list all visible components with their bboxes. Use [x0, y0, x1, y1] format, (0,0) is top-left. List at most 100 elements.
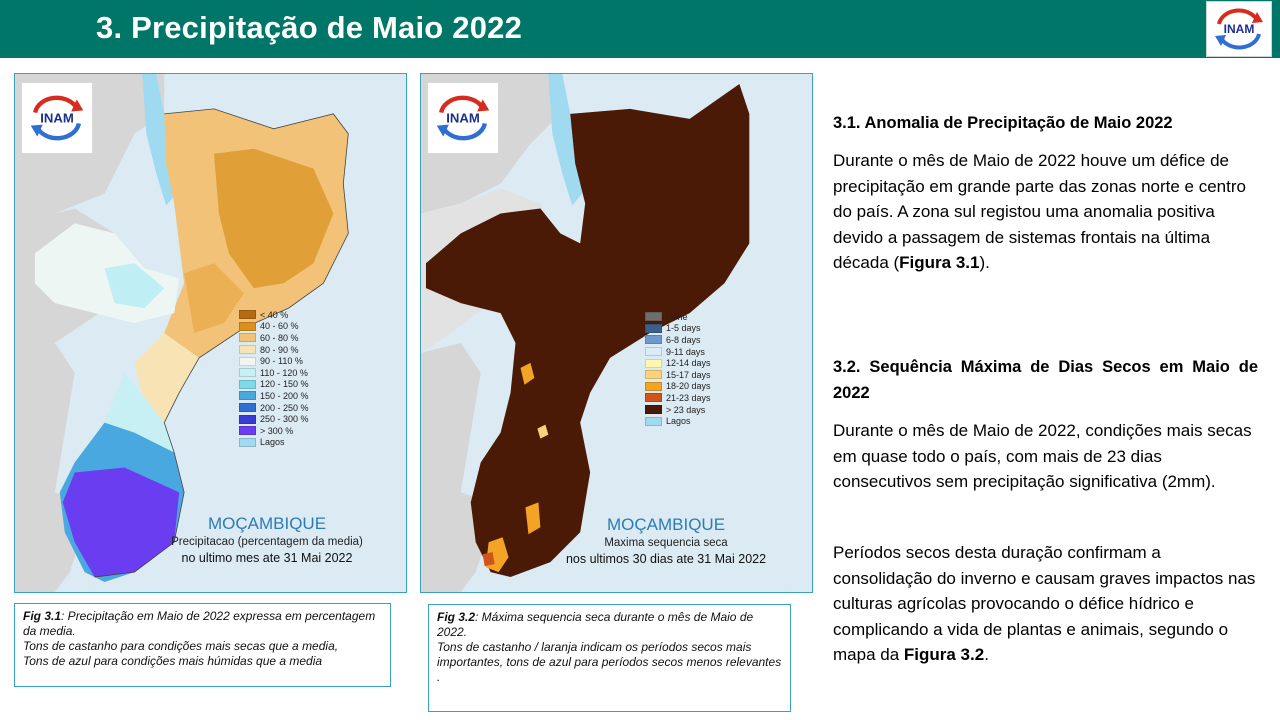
- caption-text: Tons de castanho para condições mais sec…: [23, 639, 339, 653]
- legend-label: 60 - 80 %: [260, 332, 299, 343]
- figure-reference: Figura 3.2: [903, 645, 985, 664]
- legend-swatch: [239, 321, 256, 331]
- paragraph-text: Durante o mês de Maio de 2022 houve um d…: [833, 151, 1246, 272]
- paragraph-text: ).: [979, 253, 990, 272]
- legend-item: 80 - 90 %: [239, 344, 309, 356]
- legend-swatch: [239, 403, 256, 413]
- legend-swatch: [239, 426, 256, 436]
- legend-label: < 40 %: [260, 309, 289, 320]
- map-period: nos ultimos 30 dias ate 31 Mai 2022: [565, 552, 767, 566]
- map-subtitle: Precipitacao (percentagem da media): [171, 536, 363, 548]
- legend-item: 1-5 days: [645, 323, 711, 335]
- legend-swatch: [645, 405, 662, 415]
- dry-spell-map: INAM None 1-5 days 6-8 days 9-11 days 12-14 …: [420, 73, 813, 593]
- legend-swatch: [239, 379, 256, 389]
- legend-label: 18-20 days: [666, 381, 711, 392]
- legend-label: 80 - 90 %: [260, 344, 299, 355]
- legend-swatch: [645, 416, 662, 426]
- section-heading: 3.1. Anomalia de Precipitação de Maio 20…: [833, 114, 1173, 132]
- section-heading: 3.2. Sequência Máxima de Dias Secos em M…: [833, 358, 1258, 402]
- section-3-1: 3.1. Anomalia de Precipitação de Maio 20…: [833, 110, 1253, 276]
- legend-item: 21-23 days: [645, 392, 711, 404]
- caption-text: Tons de azul para condições mais húmidas…: [23, 654, 323, 668]
- legend-swatch: [645, 312, 662, 322]
- legend-label: 250 - 300 %: [260, 414, 309, 425]
- legend-item: None: [645, 311, 711, 323]
- legend-swatch: [239, 310, 256, 320]
- legend-label: 90 - 110 %: [260, 356, 303, 367]
- map-subtitle: Maxima sequencia seca: [604, 537, 728, 549]
- inam-logo: INAM: [21, 82, 93, 154]
- legend-label: 15-17 days: [666, 369, 711, 380]
- map-country: MOÇAMBIQUE: [606, 515, 726, 534]
- legend-item: < 40 %: [239, 309, 309, 321]
- legend-label: 150 - 200 %: [260, 390, 309, 401]
- legend-item: 9-11 days: [645, 346, 711, 358]
- map-caption: MOÇAMBIQUE Maxima sequencia seca nos ult…: [551, 515, 781, 566]
- legend-label: 9-11 days: [666, 346, 705, 357]
- legend-swatch: [239, 391, 256, 401]
- legend-item: 15-17 days: [645, 369, 711, 381]
- caption-text: : Máxima sequencia seca durante o mês de…: [437, 610, 754, 639]
- paragraph-text: Períodos secos desta duração confirmam a…: [833, 543, 1256, 664]
- legend-item: 6-8 days: [645, 334, 711, 346]
- legend-label: 40 - 60 %: [260, 321, 299, 332]
- inam-logo: INAM: [1206, 1, 1272, 57]
- header-bar: 3. Precipitação de Maio 2022 INAM: [0, 0, 1280, 58]
- legend-swatch: [239, 437, 256, 447]
- section-3-2-continued: Períodos secos desta duração confirmam a…: [833, 540, 1258, 668]
- figure-caption-3-2: Fig 3.2: Máxima sequencia seca durante o…: [428, 604, 791, 712]
- logo-text: INAM: [446, 110, 480, 125]
- legend-label: 110 - 120 %: [260, 367, 308, 378]
- legend-item: > 300 %: [239, 425, 309, 437]
- page-title: 3. Precipitação de Maio 2022: [96, 10, 523, 45]
- legend-label: 200 - 250 %: [260, 402, 309, 413]
- precipitation-anomaly-map: INAM < 40 % 40 - 60 % 60 - 80 % 80 - 90 % 90…: [14, 73, 407, 593]
- paragraph-text: .: [984, 645, 989, 664]
- figure-label: Fig 3.1: [23, 609, 62, 623]
- legend-item: 18-20 days: [645, 381, 711, 393]
- legend-item: Lagos: [239, 437, 309, 449]
- legend-swatch: [239, 345, 256, 355]
- legend-label: > 23 days: [666, 404, 706, 415]
- figure-caption-3-1: Fig 3.1: Precipitação em Maio de 2022 ex…: [14, 603, 391, 687]
- legend-item: 40 - 60 %: [239, 321, 309, 333]
- section-3-2: 3.2. Sequência Máxima de Dias Secos em M…: [833, 354, 1258, 495]
- legend-item: 90 - 110 %: [239, 355, 309, 367]
- legend-label: 120 - 150 %: [260, 379, 309, 390]
- legend-swatch: [645, 335, 662, 345]
- legend-label: 1-5 days: [666, 323, 701, 334]
- legend-swatch: [645, 370, 662, 380]
- section-paragraph: Durante o mês de Maio de 2022, condições…: [833, 421, 1252, 491]
- legend-swatch: [645, 393, 662, 403]
- section-paragraph: Períodos secos desta duração confirmam a…: [833, 540, 1258, 668]
- figure-label: Fig 3.2: [437, 610, 476, 624]
- legend-item: 150 - 200 %: [239, 390, 309, 402]
- legend-item: 110 - 120 %: [239, 367, 309, 379]
- map-caption: MOÇAMBIQUE Precipitacao (percentagem da …: [152, 514, 382, 565]
- legend-label: 6-8 days: [666, 334, 701, 345]
- caption-text: Tons de castanho / laranja indicam os pe…: [437, 640, 782, 684]
- legend-swatch: [645, 323, 662, 333]
- legend-item: > 23 days: [645, 404, 711, 416]
- legend-swatch: [239, 356, 256, 366]
- legend-swatch: [239, 368, 256, 378]
- legend-item: 12-14 days: [645, 357, 711, 369]
- legend-label: Lagos: [666, 416, 691, 427]
- legend-label: None: [666, 311, 688, 322]
- caption-text: : Precipitação em Maio de 2022 expressa …: [23, 609, 376, 638]
- legend-swatch: [645, 381, 662, 391]
- legend-swatch: [645, 347, 662, 357]
- map-period: no ultimo mes ate 31 Mai 2022: [181, 551, 353, 565]
- section-paragraph: Durante o mês de Maio de 2022 houve um d…: [833, 148, 1253, 276]
- legend-item: 120 - 150 %: [239, 379, 309, 391]
- map-country: MOÇAMBIQUE: [207, 514, 327, 533]
- legend-label: > 300 %: [260, 425, 294, 436]
- inam-logo: INAM: [427, 82, 499, 154]
- legend-label: 21-23 days: [666, 392, 711, 403]
- legend-swatch: [645, 358, 662, 368]
- legend-swatch: [239, 414, 256, 424]
- logo-text: INAM: [40, 110, 74, 125]
- map-legend: < 40 % 40 - 60 % 60 - 80 % 80 - 90 % 90 - 11…: [239, 309, 309, 448]
